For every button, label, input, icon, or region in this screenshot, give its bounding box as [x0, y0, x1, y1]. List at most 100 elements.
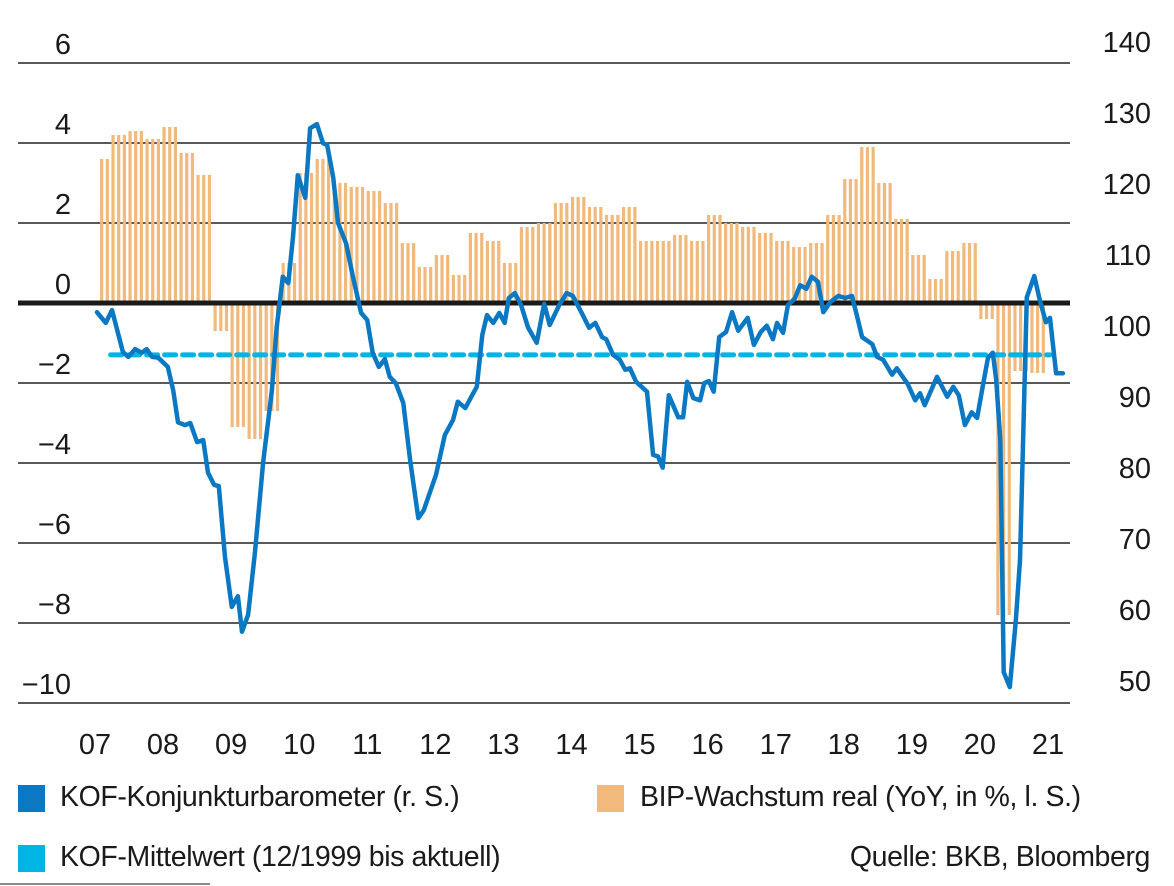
x-axis: 07 08 09 10 11 12 13 14 15 16 17 18 19 20 21 — [79, 729, 1064, 761]
bip-bar — [984, 303, 989, 319]
bip-bar — [843, 179, 847, 303]
x-tick-label: 11 — [352, 729, 382, 761]
bip-bars — [100, 127, 1045, 615]
bip-bar — [678, 235, 682, 303]
bip-bar — [480, 233, 484, 303]
bip-bar — [655, 241, 660, 303]
bip-bar — [485, 241, 490, 303]
bip-bar — [780, 241, 784, 303]
legend-swatch-mean — [18, 845, 45, 872]
bip-bar — [236, 303, 240, 427]
bip-bar — [151, 139, 155, 303]
bip-bar — [814, 243, 819, 303]
bip-bar — [355, 187, 359, 303]
bip-bar — [128, 131, 132, 303]
bip-bar — [213, 303, 217, 331]
y-left-tick-label: −2 — [38, 349, 71, 381]
bip-bar — [1013, 303, 1017, 371]
bip-bar — [621, 207, 626, 303]
bip-bar — [417, 267, 421, 303]
bip-bar — [219, 303, 223, 331]
bip-bar — [247, 303, 251, 439]
bip-bar — [865, 147, 870, 303]
x-tick-label: 13 — [487, 729, 519, 761]
bip-bar — [616, 215, 620, 303]
bip-bar — [224, 303, 229, 331]
bip-bar — [514, 263, 518, 303]
bip-bar — [729, 223, 733, 303]
bip-bar — [185, 153, 189, 303]
y-left-tick-label: 6 — [55, 29, 71, 61]
bip-bar — [361, 187, 365, 303]
bip-bar — [956, 251, 960, 303]
bip-bar — [548, 223, 552, 303]
legend-swatch-kof — [18, 785, 45, 812]
bip-bar — [882, 183, 887, 303]
bip-bar — [139, 131, 143, 303]
bip-bar — [531, 227, 535, 303]
bip-bar — [457, 275, 461, 303]
bip-bar — [134, 131, 138, 303]
bip-bar — [826, 215, 830, 303]
bip-bar — [117, 135, 121, 303]
bip-bar — [298, 173, 302, 303]
bip-bar — [690, 241, 694, 303]
x-tick-label: 17 — [760, 729, 792, 761]
bip-bar — [752, 227, 756, 303]
bip-bar — [491, 241, 495, 303]
bip-bar — [179, 153, 183, 303]
bip-bar — [122, 135, 126, 303]
bip-bar — [933, 279, 938, 303]
bip-bar — [848, 179, 853, 303]
bip-bar — [378, 191, 382, 303]
bip-bar — [996, 303, 1000, 615]
bip-bar — [928, 279, 932, 303]
bip-bar — [463, 275, 467, 303]
bip-bar — [321, 159, 325, 303]
bip-bar — [366, 191, 370, 303]
bip-bar — [644, 241, 648, 303]
bip-bar — [718, 215, 722, 303]
bip-bar — [1002, 303, 1006, 615]
bip-bar — [406, 243, 410, 303]
bip-bar — [100, 159, 104, 303]
y-axis-right: 140 130 120 110 100 90 80 70 60 50 — [1103, 27, 1151, 698]
bip-bar — [207, 175, 212, 303]
bip-bar — [820, 243, 824, 303]
x-tick-label: 19 — [896, 729, 928, 761]
bip-bar — [604, 215, 609, 303]
bip-bar — [967, 243, 972, 303]
bip-bar — [775, 241, 779, 303]
bip-bar — [468, 233, 472, 303]
bip-bar — [633, 207, 637, 303]
bip-bar — [582, 197, 586, 303]
bip-bar — [525, 227, 529, 303]
x-tick-label: 15 — [623, 729, 655, 761]
bip-bar — [860, 147, 864, 303]
bip-bar — [241, 303, 246, 427]
x-tick-label: 12 — [419, 729, 451, 761]
bip-bar — [945, 251, 949, 303]
y-left-tick-label: 2 — [55, 189, 71, 221]
bip-bar — [854, 179, 858, 303]
bip-bar — [741, 227, 745, 303]
y-right-tick-label: 70 — [1119, 524, 1151, 556]
bip-bar — [423, 267, 427, 303]
bip-bar — [332, 183, 336, 303]
bip-bar — [196, 175, 200, 303]
bip-bar — [372, 191, 376, 303]
source-note: Quelle: BKB, Bloomberg — [849, 841, 1151, 873]
bip-bar — [434, 255, 438, 303]
bip-bar — [292, 263, 297, 303]
bip-bar — [599, 207, 603, 303]
bip-bar — [899, 219, 904, 303]
bip-bar — [792, 247, 796, 303]
bip-bar — [905, 219, 909, 303]
bip-bar — [145, 139, 149, 303]
bip-bar — [111, 135, 115, 303]
bip-bar — [746, 227, 750, 303]
bip-bar — [412, 243, 416, 303]
y-right-tick-label: 120 — [1103, 169, 1151, 201]
bip-bar — [156, 139, 160, 303]
bip-bar — [508, 263, 512, 303]
